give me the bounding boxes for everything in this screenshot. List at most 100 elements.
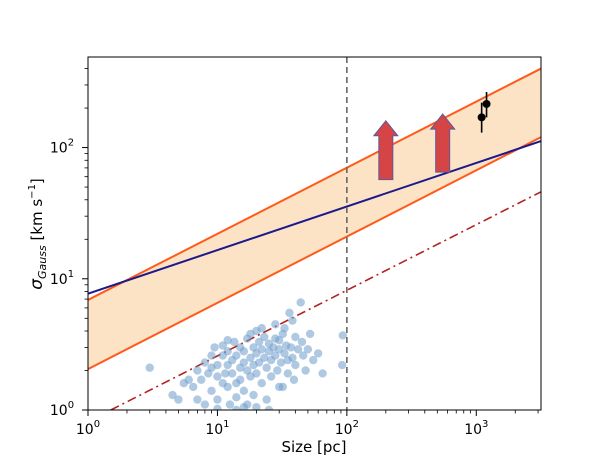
errorbar-points	[477, 92, 491, 133]
scatter-point	[145, 363, 154, 372]
scatter-point	[200, 400, 210, 409]
y-tick-label: 100	[50, 400, 74, 419]
scatter-point	[291, 360, 300, 370]
scatter-point	[213, 372, 222, 381]
scatter-point	[218, 341, 227, 350]
scatter-point	[221, 369, 230, 378]
scatter-point	[309, 355, 318, 365]
scatter-point	[246, 329, 255, 339]
scatter-point	[262, 363, 271, 372]
y-axis-ticks: 100 101 102	[50, 68, 88, 419]
scatter-point	[239, 347, 249, 356]
scatter-point	[249, 390, 258, 400]
scatter-point	[286, 343, 296, 352]
scatter-point	[223, 347, 232, 356]
scatter-point	[257, 345, 266, 354]
lower-limit-arrow	[429, 113, 456, 173]
scatter-point	[266, 372, 276, 381]
scatter-point	[289, 375, 299, 384]
scatter-point	[288, 353, 297, 362]
scatter-point	[225, 400, 235, 409]
scatter-point	[232, 393, 241, 402]
scatter-point	[257, 324, 266, 333]
scatter-point	[313, 349, 323, 358]
scatter-point	[257, 379, 266, 388]
x-tick-label: 101	[205, 419, 229, 438]
scatter-point	[337, 360, 347, 370]
lower-limit-arrow	[372, 119, 399, 181]
scatter-point	[210, 343, 219, 352]
scatter-point	[280, 324, 289, 333]
scatter-point	[291, 332, 300, 342]
scatter-point	[213, 395, 222, 404]
scatter-point	[207, 351, 216, 360]
scatter-point	[213, 360, 222, 370]
plot-frame	[87, 56, 542, 411]
x-axis-ticks: 100 101 102 103	[76, 410, 539, 438]
scatter-point	[283, 369, 293, 378]
scatter-point	[223, 336, 232, 345]
navy-fit-line	[88, 140, 541, 295]
scatter-point	[197, 375, 206, 384]
scatter-point	[239, 386, 249, 396]
scatter-point	[174, 395, 183, 404]
scatter-point	[232, 351, 241, 360]
scatter-point	[252, 369, 261, 378]
scatter-point	[271, 351, 280, 360]
scatter-point	[236, 375, 245, 384]
scatter-point	[297, 337, 307, 347]
scatter-point	[285, 308, 294, 318]
scatter-point	[223, 382, 232, 392]
scatter-point	[288, 316, 297, 325]
scatter-point	[246, 353, 255, 362]
scatter-point	[227, 369, 237, 378]
scatter-point	[271, 334, 280, 343]
scatter-point	[264, 405, 274, 410]
scatter-point	[276, 358, 286, 367]
scatter-point	[296, 298, 305, 307]
scatter-point	[189, 382, 198, 392]
scatter-point	[280, 349, 289, 358]
scatter-point	[303, 345, 313, 354]
y-tick-label: 102	[50, 138, 74, 157]
scatter-point	[184, 375, 193, 384]
band-upper-edge	[88, 67, 541, 301]
scatter-point	[239, 403, 249, 410]
x-tick-label: 100	[76, 419, 100, 438]
scatter-point	[252, 403, 261, 410]
x-tick-label: 102	[335, 419, 359, 438]
scatter-point	[299, 351, 308, 360]
scatter-point	[230, 337, 239, 347]
scatter-point	[232, 405, 241, 410]
scatter-point	[239, 358, 249, 367]
lower-limit-arrows	[372, 113, 456, 181]
scatter-point	[318, 369, 327, 378]
scatter-point	[271, 320, 280, 329]
errorbar-point	[477, 113, 486, 122]
y-tick-label: 101	[50, 269, 74, 288]
scatter-point	[207, 386, 216, 396]
scatter-point	[213, 404, 222, 410]
band-fill	[88, 68, 541, 370]
scatter-point	[260, 332, 269, 342]
scatter-point	[200, 358, 210, 367]
scatter-point	[338, 331, 347, 340]
x-axis-label: Size [pc]	[281, 438, 346, 456]
scatter-point	[293, 345, 303, 354]
y-axis-label: σGauss [km s−1]	[27, 178, 49, 290]
scatter-point	[301, 366, 310, 375]
scatter-point	[262, 395, 271, 404]
scatter-point	[260, 353, 269, 362]
scatter-point	[193, 395, 202, 404]
scatter-point	[168, 390, 177, 400]
errorbar-point	[482, 99, 491, 108]
scatter-point	[193, 366, 202, 375]
dashdot-line	[110, 191, 541, 410]
scatter-point	[274, 382, 284, 392]
band-lower-edge	[88, 136, 541, 370]
scatter-points	[145, 298, 347, 410]
scatter-point	[273, 366, 282, 375]
x-tick-label: 103	[464, 419, 488, 438]
scatter-point	[305, 329, 315, 339]
